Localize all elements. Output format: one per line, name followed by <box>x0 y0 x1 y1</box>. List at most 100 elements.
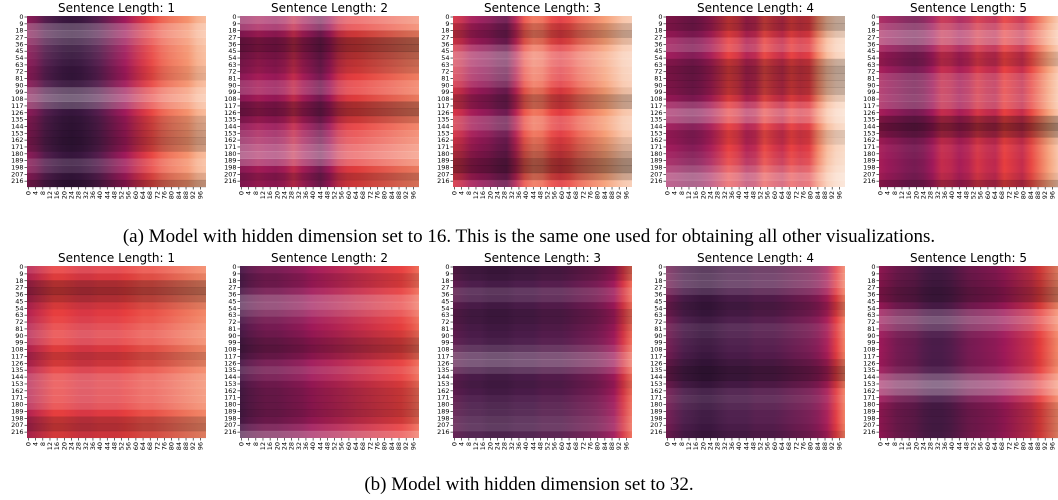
heatmap-row-band <box>240 323 419 331</box>
y-tick-label: 9 <box>19 270 23 278</box>
y-tick-label: 0 <box>445 13 449 21</box>
heatmap-row-band <box>240 366 419 374</box>
heatmap-row-band <box>453 366 632 374</box>
x-tick-label: 92 <box>402 191 410 199</box>
x-tick-label: 8 <box>678 442 686 446</box>
heatmap-row-band <box>27 30 206 38</box>
y-tick-label: 0 <box>871 263 875 271</box>
heatmap-panel: Sentence Length: 20918273645546372819099… <box>224 1 419 199</box>
y-tick-label: 81 <box>15 75 23 83</box>
heatmap-row-band <box>240 37 419 45</box>
heatmap-row-band <box>879 23 1058 31</box>
heatmap-row-band <box>240 409 419 417</box>
y-tick-label: 18 <box>15 277 23 285</box>
x-tick-label: 76 <box>161 442 169 450</box>
y-tick-label: 198 <box>224 163 236 171</box>
heatmap-row-band <box>453 266 632 274</box>
x-tick-label: 52 <box>331 191 339 199</box>
x-tick-label: 80 <box>381 442 389 450</box>
y-tick-label: 63 <box>654 61 662 69</box>
y-tick-label: 135 <box>11 366 23 374</box>
y-tick-label: 9 <box>232 270 236 278</box>
y-tick-label: 144 <box>650 122 662 130</box>
x-tick-label: 16 <box>479 191 487 199</box>
x-tick-label: 60 <box>984 442 992 450</box>
heatmap-row-band <box>240 316 419 324</box>
x-tick-label: 28 <box>501 442 509 450</box>
y-tick-label: 0 <box>232 13 236 21</box>
x-tick-label: 84 <box>388 442 396 450</box>
y-tick-label: 63 <box>867 311 875 319</box>
x-tick-label: 44 <box>103 191 111 199</box>
heatmap-row-band <box>240 87 419 95</box>
heatmap-row-band <box>879 130 1058 138</box>
panel-title: Sentence Length: 2 <box>271 251 388 265</box>
x-tick-label: 56 <box>977 191 985 199</box>
x-tick-label: 72 <box>579 191 587 199</box>
y-tick-label: 63 <box>228 61 236 69</box>
heatmap-row-band <box>453 51 632 60</box>
x-tick-label: 8 <box>252 191 260 195</box>
y-tick-label: 45 <box>867 47 875 55</box>
y-tick-label: 72 <box>228 318 236 326</box>
x-tick-label: 44 <box>529 442 537 450</box>
y-tick-label: 126 <box>650 109 662 117</box>
heatmap-row-band <box>27 179 206 188</box>
x-tick-label: 52 <box>118 442 126 450</box>
x-tick-label: 56 <box>125 442 133 450</box>
x-tick-label: 28 <box>288 191 296 199</box>
heatmap-row-band <box>666 402 845 410</box>
heatmap-row-band <box>453 101 632 110</box>
x-tick-label: 36 <box>89 442 97 450</box>
y-tick-label: 189 <box>11 407 23 415</box>
y-tick-label: 27 <box>867 34 875 42</box>
x-tick-label: 8 <box>891 442 899 446</box>
x-tick-label: 36 <box>302 442 310 450</box>
x-tick-label: 12 <box>472 442 480 450</box>
heatmap-row-band <box>666 73 845 81</box>
x-tick-label: 32 <box>721 442 729 450</box>
heatmap-row-band <box>879 51 1058 60</box>
heatmap-row-band <box>240 330 419 339</box>
y-tick-label: 108 <box>650 346 662 354</box>
heatmap-row-band <box>666 44 845 53</box>
x-tick-label: 96 <box>1048 191 1056 199</box>
x-tick-label: 68 <box>785 191 793 199</box>
y-tick-label: 207 <box>11 170 23 178</box>
x-tick-label: 0 <box>664 442 672 446</box>
x-tick-label: 88 <box>608 442 616 450</box>
x-tick-label: 28 <box>927 191 935 199</box>
y-tick-label: 108 <box>224 95 236 103</box>
y-tick-label: 99 <box>867 339 875 347</box>
x-tick-label: 28 <box>288 442 296 450</box>
heatmap-row-band <box>666 352 845 360</box>
y-tick-label: 72 <box>15 68 23 76</box>
heatmap-row-band <box>240 144 419 152</box>
x-tick-label: 52 <box>544 191 552 199</box>
heatmap-row-band <box>879 30 1058 38</box>
y-tick-label: 27 <box>15 34 23 42</box>
heatmap-row-band <box>879 151 1058 159</box>
y-tick-label: 72 <box>15 318 23 326</box>
heatmap-row-band <box>453 416 632 425</box>
x-tick-label: 28 <box>75 191 83 199</box>
heatmap-panel: Sentence Length: 40918273645546372819099… <box>650 251 845 450</box>
x-tick-label: 8 <box>891 191 899 195</box>
heatmap-row-band <box>879 359 1058 367</box>
heatmap-row-band <box>666 380 845 389</box>
y-tick-label: 117 <box>437 352 449 360</box>
heatmap-row-band <box>666 165 845 174</box>
heatmap-row-band <box>453 344 632 353</box>
y-tick-label: 189 <box>650 157 662 165</box>
x-tick-label: 88 <box>182 442 190 450</box>
x-tick-label: 24 <box>493 191 501 199</box>
heatmap-row-band <box>240 344 419 353</box>
heatmap-row-band <box>453 331 632 339</box>
y-tick-label: 63 <box>441 61 449 69</box>
y-tick-label: 99 <box>867 88 875 96</box>
x-tick-label: 64 <box>778 442 786 450</box>
heatmap-row-band <box>240 137 419 145</box>
heatmap-row-band <box>240 94 419 102</box>
x-tick-label: 72 <box>579 442 587 450</box>
heatmap-row-band <box>879 87 1058 95</box>
